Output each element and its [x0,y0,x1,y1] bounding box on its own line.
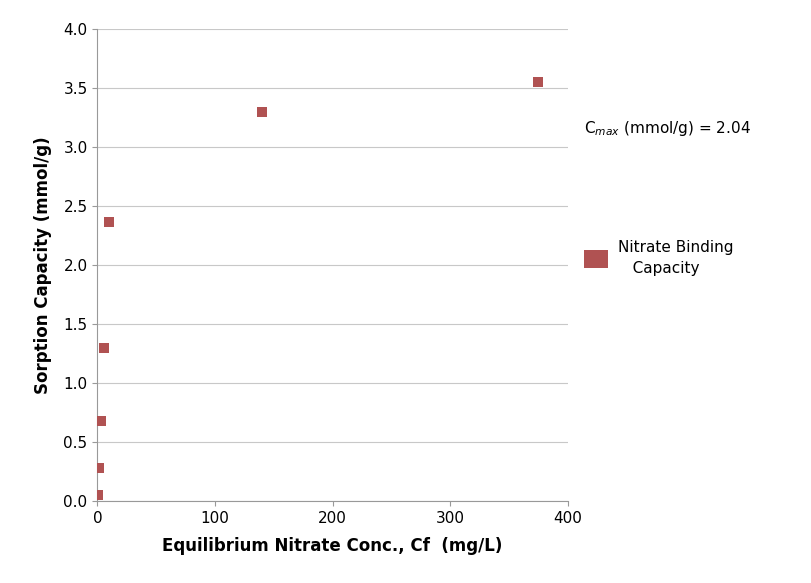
Text: C$_{max}$ (mmol/g) = 2.04: C$_{max}$ (mmol/g) = 2.04 [584,119,751,138]
X-axis label: Equilibrium Nitrate Conc., Cf  (mg/L): Equilibrium Nitrate Conc., Cf (mg/L) [162,537,503,555]
Point [532,78,545,87]
Point [255,107,268,117]
Point [94,416,107,426]
Point [92,463,105,473]
Text: Nitrate Binding: Nitrate Binding [618,240,733,255]
Text: Capacity: Capacity [618,261,699,276]
Point [97,343,110,353]
Point [102,217,116,226]
Point [92,491,105,500]
Y-axis label: Sorption Capacity (mmol/g): Sorption Capacity (mmol/g) [34,136,52,394]
